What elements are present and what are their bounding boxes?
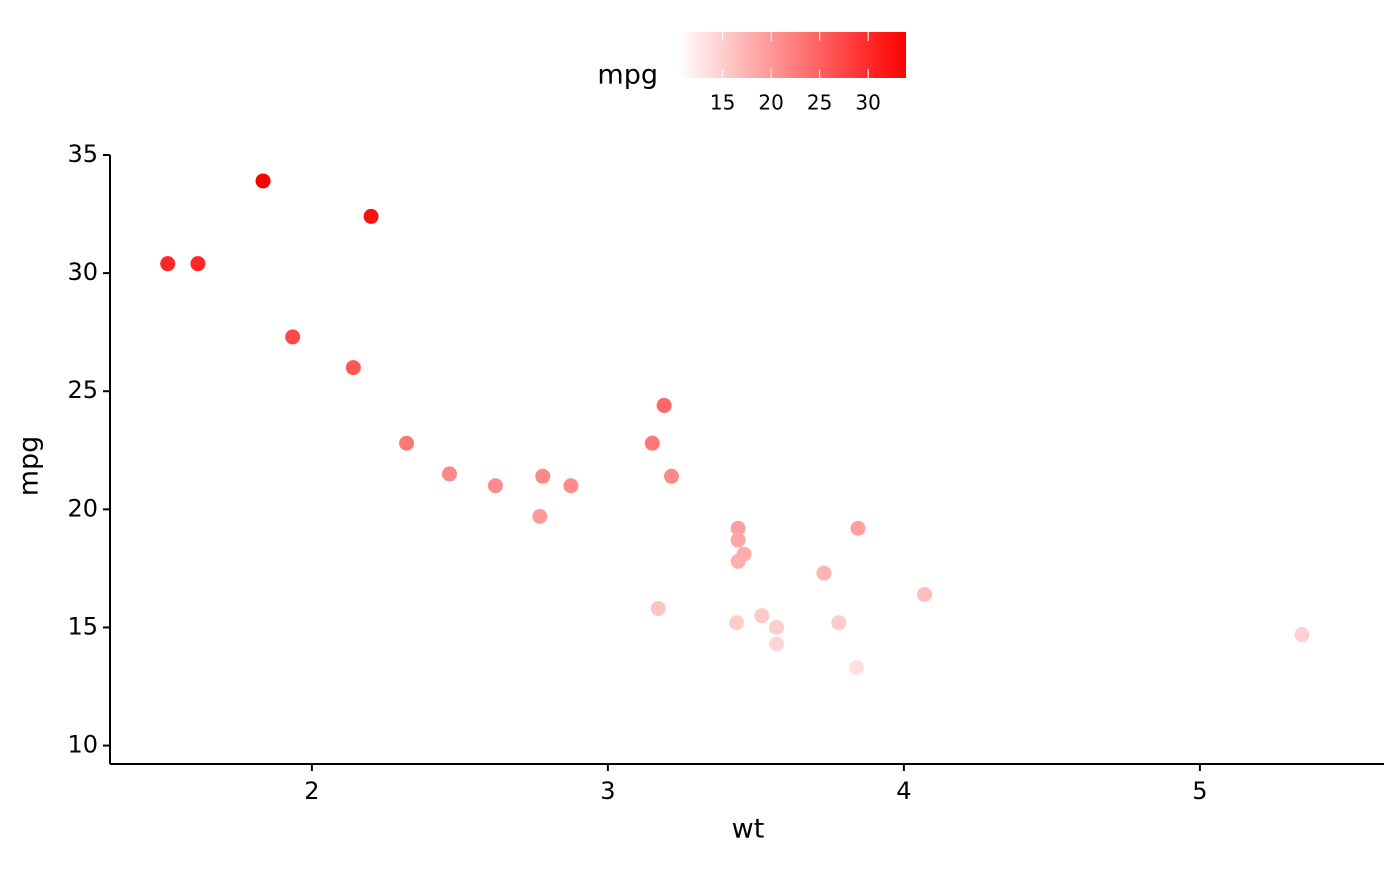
- point: [730, 520, 746, 536]
- point: [1294, 627, 1310, 643]
- point: [363, 208, 379, 224]
- point: [730, 553, 746, 569]
- point: [754, 608, 770, 624]
- point: [399, 435, 415, 451]
- point: [285, 329, 301, 345]
- x-tick-label: 4: [896, 777, 911, 805]
- legend-tick-label: 20: [758, 91, 783, 115]
- point: [917, 586, 933, 602]
- point: [831, 615, 847, 631]
- legend-colorbar: [678, 32, 906, 78]
- point: [345, 360, 361, 376]
- y-tick-label: 30: [67, 258, 98, 286]
- point: [535, 468, 551, 484]
- point: [644, 435, 660, 451]
- point: [442, 466, 458, 482]
- y-axis-title: mpg: [14, 436, 45, 497]
- legend-tick-label: 15: [710, 91, 735, 115]
- point: [532, 508, 548, 524]
- point: [563, 478, 579, 494]
- legend-title: mpg: [597, 60, 658, 91]
- point: [816, 565, 832, 581]
- legend-tick-label: 25: [807, 91, 832, 115]
- point: [160, 256, 176, 272]
- x-axis-title: wt: [732, 814, 765, 845]
- y-tick-label: 15: [67, 612, 98, 640]
- point: [664, 468, 680, 484]
- x-tick-label: 5: [1192, 777, 1207, 805]
- point: [850, 520, 866, 536]
- point: [656, 397, 672, 413]
- point: [730, 532, 746, 548]
- point: [190, 256, 206, 272]
- x-tick-label: 2: [304, 777, 319, 805]
- point: [769, 619, 785, 635]
- x-tick-label: 3: [600, 777, 615, 805]
- point: [849, 660, 865, 676]
- y-tick-label: 20: [67, 494, 98, 522]
- y-tick-label: 35: [67, 140, 98, 168]
- point: [255, 173, 271, 189]
- point: [487, 478, 503, 494]
- y-tick-label: 25: [67, 376, 98, 404]
- point: [729, 615, 745, 631]
- y-tick-label: 10: [67, 731, 98, 759]
- point: [650, 601, 666, 617]
- point: [769, 636, 785, 652]
- legend-tick-label: 30: [855, 91, 880, 115]
